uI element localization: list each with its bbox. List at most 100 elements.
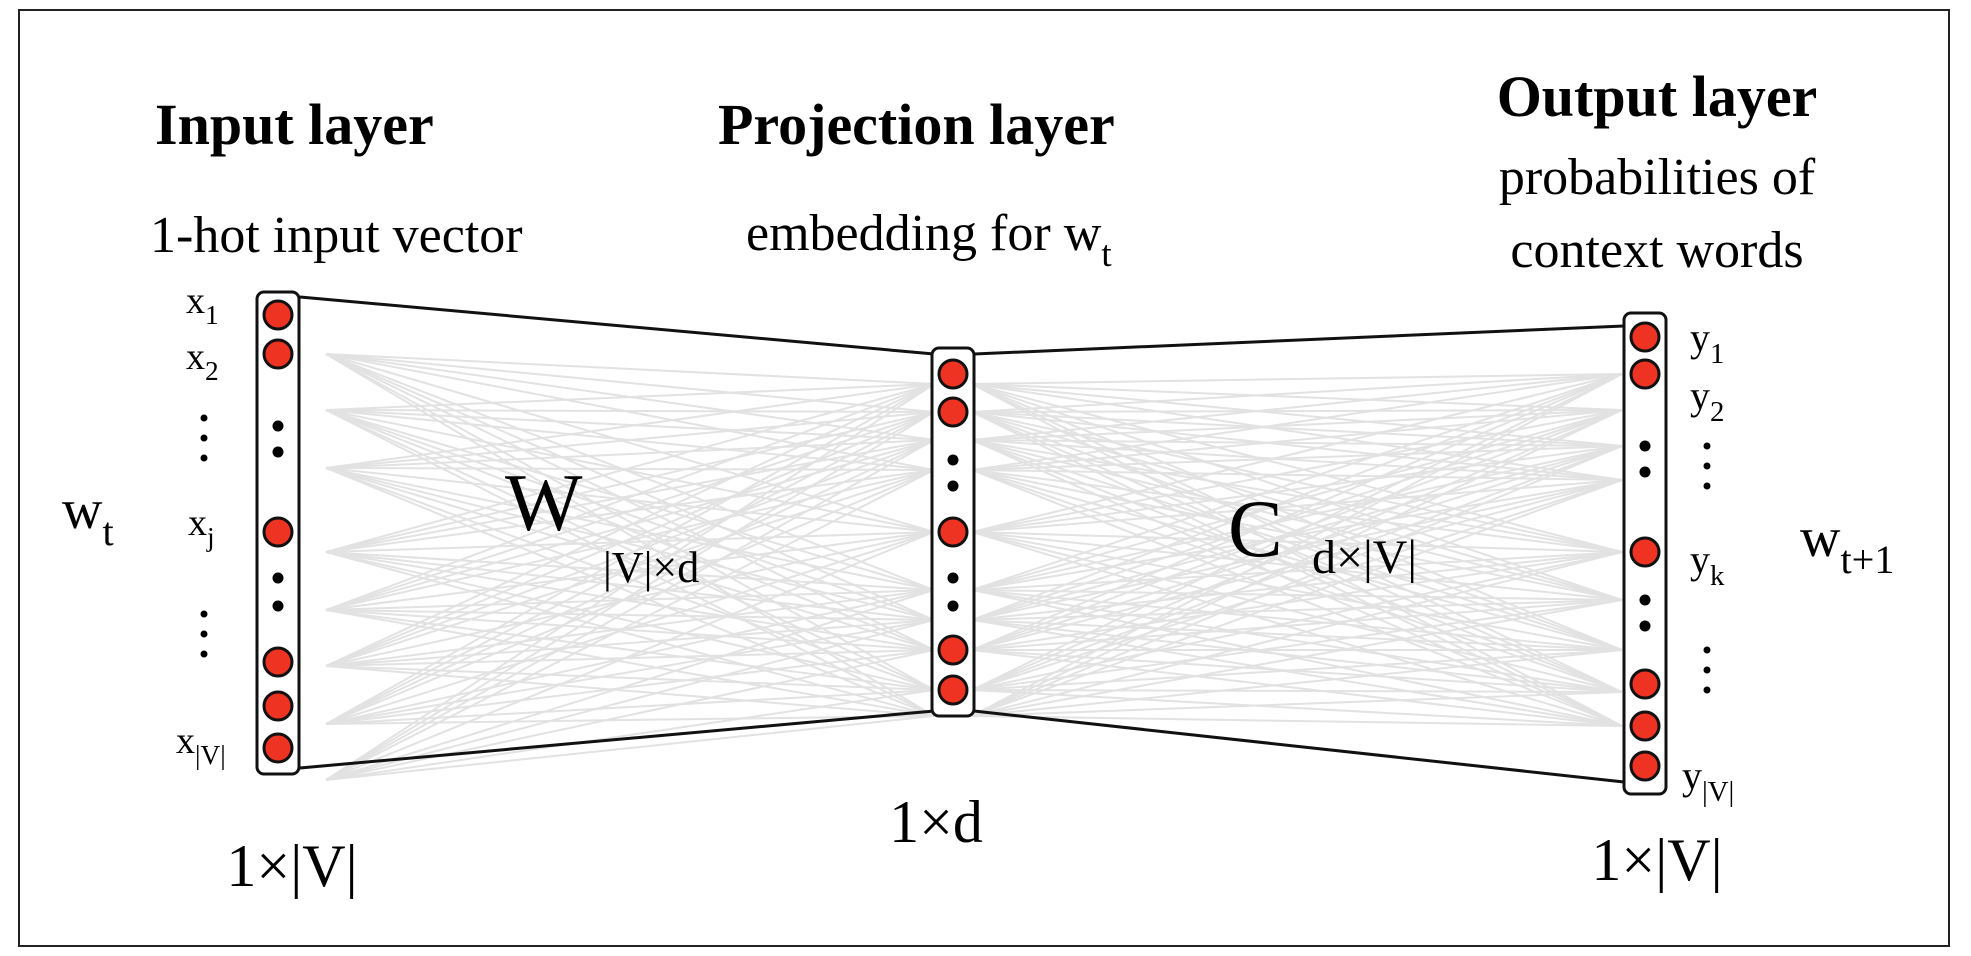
output-node-label-1: y1	[1690, 315, 1725, 371]
connection-line-78	[325, 689, 935, 781]
connection-line-76	[325, 619, 935, 781]
output-ellipsis-dot-1	[1639, 466, 1651, 478]
outline-bottom-left	[299, 709, 935, 770]
connection-line-47	[325, 609, 935, 651]
connection-line-59	[325, 665, 935, 717]
connection-line-30	[325, 383, 935, 553]
output-layer-title: Output layer	[1496, 64, 1818, 129]
connection-line-162	[971, 409, 1623, 717]
connection-line-31	[325, 411, 935, 553]
connection-line-106	[971, 439, 1623, 727]
input-layer-subtitle: 1-hot input vector	[150, 207, 523, 264]
connection-line-40	[325, 383, 935, 611]
output-node-5	[1629, 750, 1661, 782]
connection-line-148	[971, 599, 1623, 651]
connection-line-81	[971, 383, 1623, 411]
connection-line-11	[325, 409, 935, 413]
connection-line-34	[325, 531, 935, 553]
connection-line-60	[325, 383, 935, 725]
input-node-4	[262, 690, 294, 722]
connection-line-67	[325, 649, 935, 725]
input-node-label-j: xj	[188, 502, 215, 553]
connection-line-72	[325, 439, 935, 781]
projection-node-2	[937, 516, 969, 548]
outline-bottom-right	[973, 709, 1625, 784]
projection-size-label: 1×d	[889, 789, 983, 855]
connection-line-39	[325, 551, 935, 717]
connection-line-168	[971, 691, 1623, 717]
connection-line-107	[971, 373, 1623, 471]
projection-node-3	[937, 634, 969, 666]
connection-line-132	[971, 589, 1623, 693]
connection-line-145	[971, 445, 1623, 651]
connection-lines	[325, 353, 1623, 781]
projection-ellipsis-dot-3	[947, 600, 959, 612]
connection-line-83	[971, 383, 1623, 481]
projection-ellipsis-dot-0	[947, 454, 959, 466]
diagram-frame	[18, 9, 1950, 947]
input-ellipsis-dot-2	[272, 572, 284, 584]
connection-line-77	[325, 649, 935, 781]
connection-line-61	[325, 411, 935, 725]
input-ellipsis-dot-1	[272, 446, 284, 458]
connection-line-71	[325, 411, 935, 781]
connection-line-98	[971, 373, 1623, 441]
projection-subtitle-text: embedding for w	[746, 205, 1102, 262]
output-label-ellipsis-1-0	[1703, 646, 1711, 654]
input-layer-title: Input layer	[155, 92, 434, 157]
output-word-sub: t+1	[1840, 536, 1895, 582]
outline-top-right	[973, 324, 1625, 356]
connection-line-1	[325, 353, 935, 413]
connection-line-135	[971, 409, 1623, 621]
connection-line-134	[971, 373, 1623, 621]
output-node-label-2: y2	[1690, 373, 1725, 429]
output-ellipsis-dot-0	[1639, 440, 1651, 452]
output-label-ellipsis-0-0	[1703, 442, 1711, 450]
connection-line-56	[325, 619, 935, 667]
projection-layer-subtitle: embedding for wt	[746, 205, 1112, 273]
connection-line-38	[325, 551, 935, 691]
weight-W-symbol: W	[505, 457, 583, 548]
input-node-2	[262, 516, 294, 548]
connection-line-51	[325, 411, 935, 667]
connection-line-144	[971, 409, 1623, 651]
output-size-label: 1×|V|	[1591, 827, 1723, 893]
layer-columns	[200, 290, 1711, 796]
input-node-0	[262, 299, 294, 331]
projection-node-4	[937, 674, 969, 706]
output-node-2	[1629, 536, 1661, 568]
connection-line-19	[325, 409, 935, 717]
connection-line-70	[325, 383, 935, 781]
connection-line-166	[971, 599, 1623, 717]
connection-line-10	[325, 383, 935, 411]
connection-line-165	[971, 551, 1623, 717]
projection-ellipsis-dot-1	[947, 480, 959, 492]
projection-subtitle-sub: t	[1101, 233, 1112, 275]
output-label-ellipsis-1-2	[1703, 686, 1711, 694]
connection-line-146	[971, 479, 1623, 651]
output-label-ellipsis-1-1	[1703, 666, 1711, 674]
weight-W-dims: |V|×d	[603, 543, 700, 592]
connection-line-73	[325, 469, 935, 781]
connection-line-41	[325, 411, 935, 611]
output-node-3	[1629, 668, 1661, 700]
connection-line-163	[971, 445, 1623, 717]
connection-line-44	[325, 531, 935, 611]
input-size-label: 1×|V|	[226, 833, 358, 899]
connection-line-6	[325, 353, 935, 621]
connection-line-75	[325, 589, 935, 781]
connection-line-154	[971, 445, 1623, 691]
connection-line-129	[971, 551, 1623, 591]
connection-line-66	[325, 619, 935, 725]
output-node-1	[1629, 358, 1661, 390]
connection-line-58	[325, 665, 935, 691]
output-label-ellipsis-0-2	[1703, 482, 1711, 490]
output-label-ellipsis-0-1	[1703, 462, 1711, 470]
connection-line-156	[971, 551, 1623, 691]
connection-line-116	[971, 373, 1623, 533]
connection-line-54	[325, 531, 935, 667]
layer-outline-lines	[299, 295, 1625, 784]
input-node-label-1: x1	[186, 280, 219, 331]
connection-line-141	[971, 619, 1623, 693]
